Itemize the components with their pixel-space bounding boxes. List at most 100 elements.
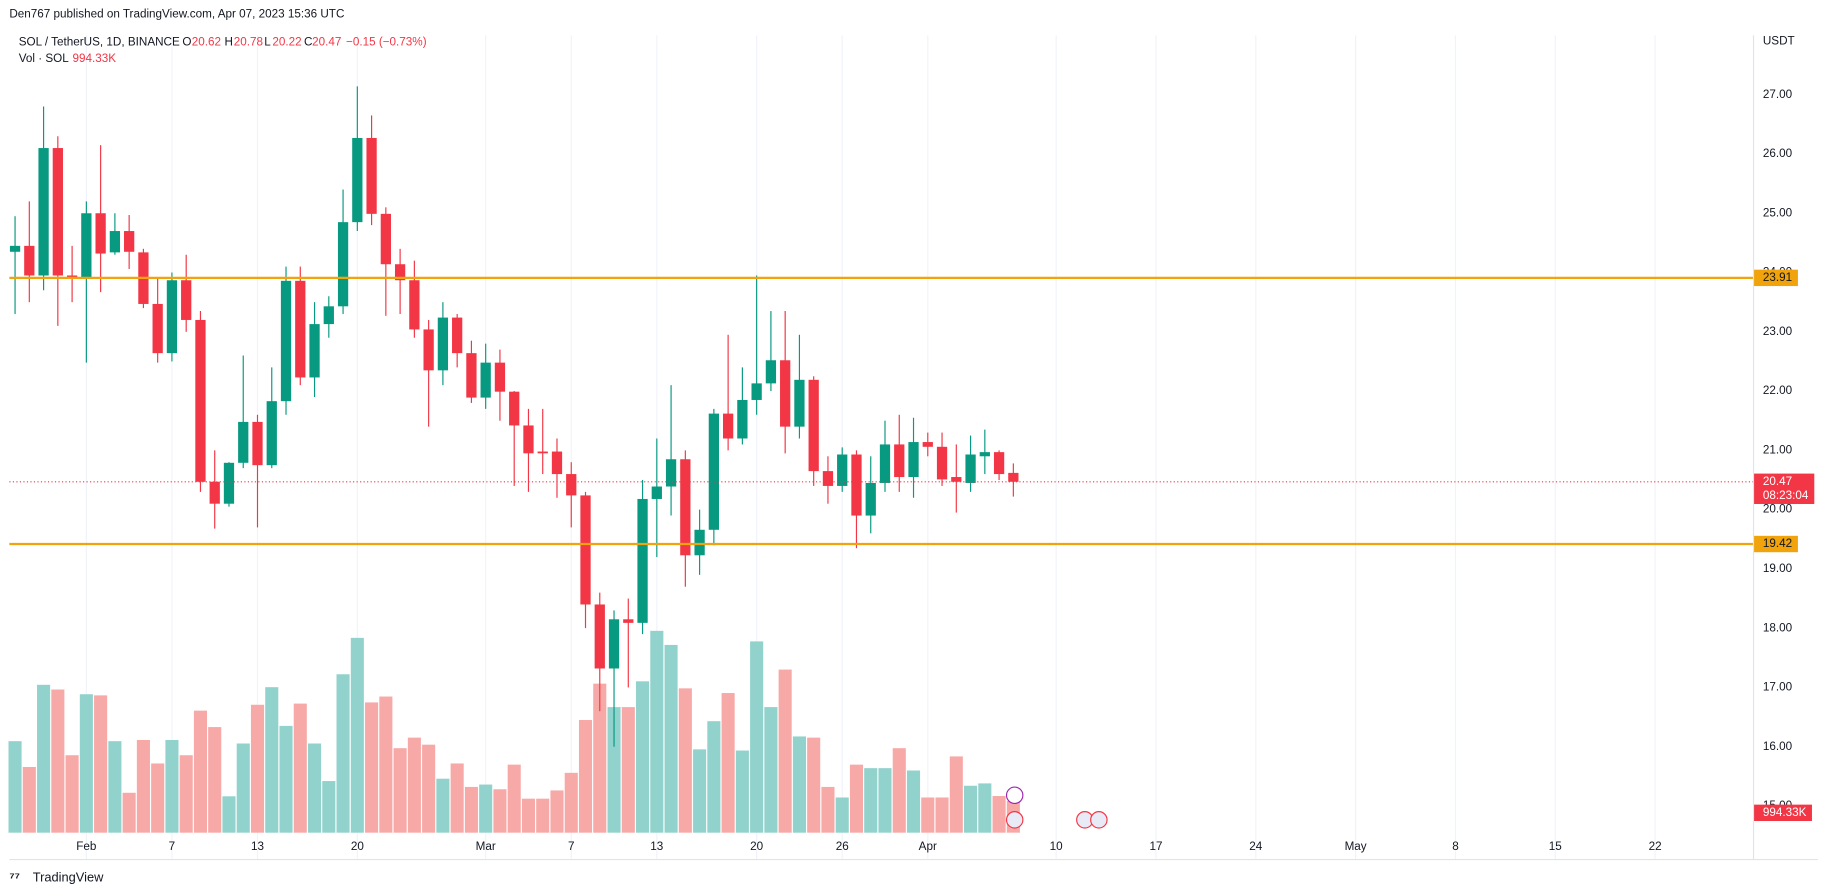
volume-bar — [322, 781, 336, 833]
volume-bar — [906, 770, 921, 833]
candle-body — [252, 421, 263, 466]
candle-body — [380, 213, 391, 265]
candle-body — [894, 444, 905, 478]
candle-body — [993, 452, 1005, 475]
candle-body — [765, 360, 777, 384]
volume-bar — [978, 783, 992, 833]
candle-body — [423, 329, 434, 371]
volume-bar — [422, 744, 436, 833]
volume-bar — [22, 766, 36, 833]
y-tick-label: 21.00 — [1763, 443, 1793, 456]
candle-body — [181, 280, 192, 320]
event-icon[interactable] — [1005, 811, 1024, 829]
volume-bar — [593, 683, 607, 833]
x-tick-label: Feb — [76, 840, 97, 853]
countdown: 08:23:04 — [1763, 489, 1809, 502]
l-label: L — [264, 36, 271, 49]
candle-body — [651, 486, 662, 499]
publisher: Den767 published on TradingView.com, Apr… — [9, 7, 344, 20]
x-tick-label: 24 — [1249, 840, 1263, 853]
volume-bar — [707, 721, 721, 833]
candle-body — [95, 213, 106, 254]
h-label: H — [224, 36, 232, 49]
candle-body — [195, 319, 206, 482]
candle-body — [24, 245, 35, 276]
level-label: 19.42 — [1763, 537, 1792, 550]
candles — [9, 86, 1019, 747]
candle-body — [694, 529, 705, 556]
volume-bar — [464, 786, 478, 833]
x-tick-label: 17 — [1149, 840, 1162, 853]
volume-value: 994.33K — [72, 52, 116, 65]
volume-bar — [108, 741, 122, 833]
volume-bar — [892, 748, 906, 833]
logo: ⁷⁷ — [9, 870, 20, 885]
candle-body — [38, 148, 49, 276]
volume-bar — [250, 704, 265, 833]
volume-bar — [236, 743, 250, 833]
volume-bar — [507, 764, 521, 833]
candle-body — [466, 353, 477, 398]
x-tick-label: 8 — [1452, 840, 1459, 853]
x-tick-label: 20 — [750, 840, 764, 853]
candle-body — [81, 213, 92, 279]
candle-body — [266, 401, 277, 466]
volume-bar — [436, 778, 450, 833]
logo-mark: ⁷⁷ — [9, 870, 20, 885]
candle-body — [551, 451, 563, 475]
candle-body — [352, 137, 363, 223]
candle-body — [509, 391, 520, 426]
level-badge — [1753, 269, 1798, 287]
candle-body — [879, 444, 891, 483]
candle-body — [124, 231, 135, 252]
volume-bar — [265, 687, 279, 833]
volume-bar — [393, 748, 407, 833]
o-label: O — [182, 36, 191, 49]
h-value: 20.78 — [234, 36, 263, 49]
volume-bar — [578, 720, 593, 833]
volume-bar — [750, 641, 764, 833]
candle-body — [337, 222, 349, 307]
volume-bar — [79, 694, 93, 833]
x-tick-label: 10 — [1050, 840, 1064, 853]
candle-body — [922, 442, 933, 447]
volume-bar — [650, 630, 664, 833]
volume-bar — [778, 669, 792, 833]
candle-body — [309, 324, 320, 378]
y-tick-label: 26.00 — [1763, 147, 1793, 160]
candle-body — [480, 362, 491, 398]
volume-bar — [151, 763, 165, 833]
candle-body — [580, 495, 591, 605]
change: −0.15 (−0.73%) — [346, 36, 427, 49]
candle-body — [808, 379, 819, 472]
volume-bar — [693, 749, 707, 833]
volume-bar — [678, 688, 692, 833]
volume-bar — [193, 710, 207, 833]
volume-bar — [450, 763, 464, 833]
x-tick-label: 15 — [1549, 840, 1563, 853]
volume-bar — [493, 789, 507, 833]
candle-body — [280, 280, 292, 402]
event-icon[interactable] — [1005, 786, 1024, 805]
brand: TradingView — [33, 870, 104, 885]
candle-body — [323, 306, 334, 325]
volume-bar — [122, 792, 136, 833]
candle-body — [209, 481, 220, 504]
candle-body — [865, 482, 876, 516]
candle-body — [722, 413, 734, 439]
volume-bar — [279, 725, 293, 833]
volume-bar — [8, 741, 22, 833]
candle-body — [295, 280, 306, 378]
volume-bar — [365, 702, 379, 833]
volume-bar — [307, 743, 322, 833]
x-tick-label: Apr — [919, 840, 937, 853]
event-icon[interactable] — [1090, 811, 1108, 829]
y-tick-label: 17.00 — [1763, 681, 1793, 694]
volume-bar — [821, 786, 835, 833]
candle-body — [166, 280, 178, 354]
volume-bar — [293, 703, 307, 833]
symbol: SOL / TetherUS, 1D, BINANCE — [19, 36, 180, 49]
volume-bar — [407, 737, 421, 833]
